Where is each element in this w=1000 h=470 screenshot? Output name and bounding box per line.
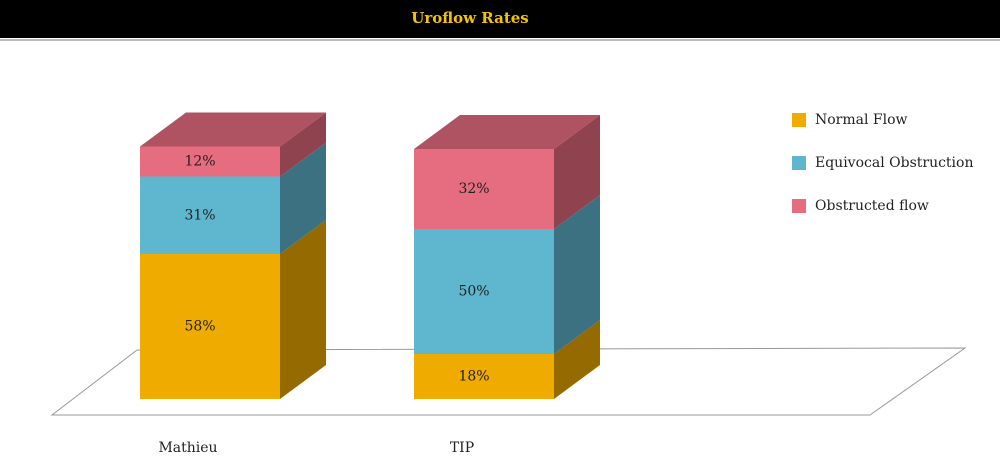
bar-segment [140, 176, 280, 254]
x-tick-label: Mathieu [158, 440, 217, 456]
bar-side [554, 195, 600, 354]
header-bar [0, 0, 1000, 38]
bar-segment [414, 229, 554, 354]
bar-segment [140, 254, 280, 399]
value-label: 31% [184, 207, 215, 223]
legend-swatch [792, 199, 806, 213]
bar-side [280, 112, 326, 177]
bar-segment [414, 354, 554, 399]
bar-segment [414, 149, 554, 229]
x-tick-label: TIP [450, 440, 474, 456]
legend-label: Normal Flow [815, 112, 908, 128]
bar-top [414, 115, 600, 149]
chart-title: Uroflow Rates [411, 9, 528, 27]
bar-segment [140, 146, 280, 177]
bar-side [554, 115, 600, 229]
legend-swatch [792, 156, 806, 170]
value-label: 12% [184, 154, 215, 170]
bar-side [280, 220, 326, 399]
bar-side [554, 320, 600, 399]
value-label: 50% [458, 284, 489, 300]
bar-top [140, 112, 326, 147]
legend-label: Obstructed flow [815, 198, 929, 214]
value-label: 58% [184, 319, 215, 335]
legend-label: Equivocal Obstruction [815, 155, 973, 171]
value-label: 18% [458, 369, 489, 385]
bar-side [280, 142, 326, 254]
legend-swatch [792, 113, 806, 127]
value-label: 32% [458, 181, 489, 197]
